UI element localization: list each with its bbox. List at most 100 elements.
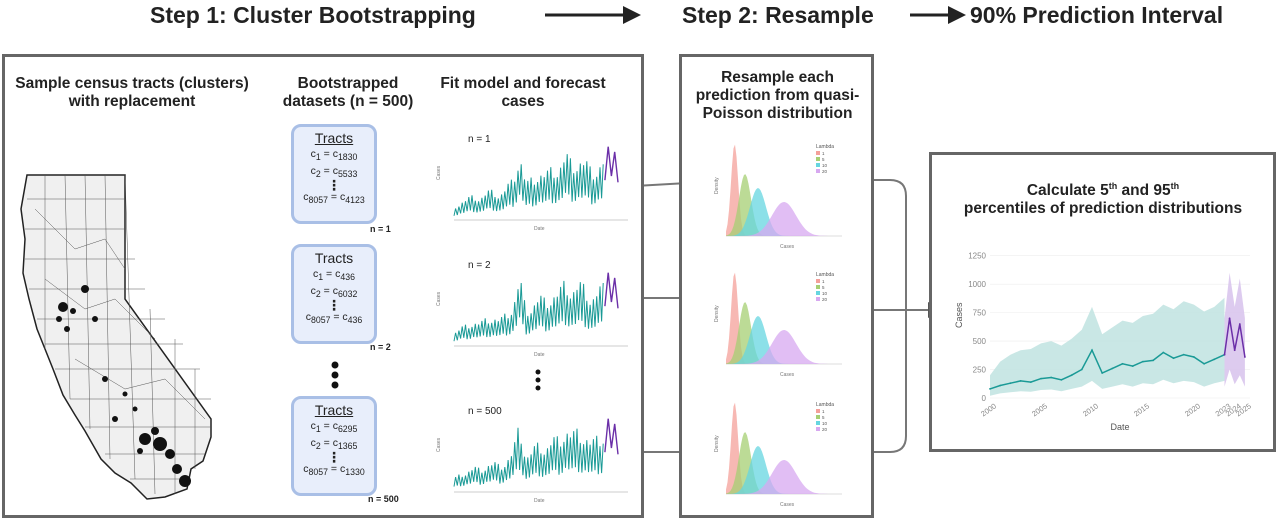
density-legend-title: Lambda xyxy=(816,272,834,278)
mini-chart-xlabel: Date xyxy=(534,498,545,502)
density-legend-title: Lambda xyxy=(816,144,834,150)
step2-title: Step 2: Resample xyxy=(682,2,874,28)
density-legend-swatch xyxy=(816,421,820,425)
mini-chart-xlabel: Date xyxy=(534,352,545,356)
density-legend-label: 5 xyxy=(822,415,825,420)
density-ylabel: Density xyxy=(714,435,720,452)
card-title: Tracts xyxy=(314,130,354,146)
data-point xyxy=(1223,353,1226,356)
density-legend-swatch xyxy=(816,163,820,167)
x-tick-label: 2020 xyxy=(1183,401,1202,418)
density-legend-label: 10 xyxy=(822,163,828,168)
density-legend-label: 5 xyxy=(822,157,825,162)
data-point xyxy=(1111,367,1114,370)
prediction-interval-band xyxy=(1224,272,1245,387)
data-point xyxy=(989,388,991,390)
data-point xyxy=(1142,360,1144,363)
density-legend-swatch xyxy=(816,297,820,301)
prediction-interval-band xyxy=(990,297,1225,396)
density-legend-swatch xyxy=(816,169,820,173)
density-legend-label: 10 xyxy=(822,291,828,296)
bootstrap-card-1: Tracts c1 = c1830 c2 = c5533 ⋮ c8057 = c… xyxy=(291,124,377,224)
density-curve-lambda-10 xyxy=(726,188,842,236)
x-axis-label: Date xyxy=(1110,422,1129,432)
density-legend-swatch xyxy=(816,285,820,289)
step3-title: 90% Prediction Interval xyxy=(970,2,1224,28)
data-point xyxy=(1070,374,1073,377)
card-title: Tracts xyxy=(314,402,354,418)
mini-chart-ylabel: Cases xyxy=(436,165,442,180)
card-3-run-label: n = 500 xyxy=(368,494,399,504)
x-tick-label: 2000 xyxy=(979,401,998,418)
card-ellipsis: ⋮ xyxy=(327,449,341,466)
density-legend-swatch xyxy=(816,157,820,161)
card-row: c8057 = c1330 xyxy=(303,463,365,478)
density-legend-swatch xyxy=(816,409,820,413)
y-tick-label: 1250 xyxy=(968,252,986,261)
mini-chart-history-line xyxy=(453,280,604,342)
density-curve-lambda-20 xyxy=(726,330,842,364)
density-xlabel: Cases xyxy=(780,244,795,250)
density-ellipsis-icon xyxy=(768,364,778,388)
density-legend-label: 20 xyxy=(822,427,828,432)
card-title: Tracts xyxy=(314,250,354,266)
data-point xyxy=(1091,349,1093,352)
mini-chart-forecast-line xyxy=(604,418,619,455)
data-point xyxy=(1040,377,1042,380)
forecast-mini-chart: n = 2 Cases Date xyxy=(436,260,628,356)
density-xlabel: Cases xyxy=(780,372,795,378)
data-point xyxy=(1162,351,1165,354)
mini-chart-xlabel: Date xyxy=(534,226,545,230)
data-point xyxy=(1121,362,1124,365)
density-legend-swatch xyxy=(816,151,820,155)
density-curve-lambda-10 xyxy=(726,446,842,494)
card-row: c1 = c1830 xyxy=(310,148,358,163)
card-row: c8057 = c4123 xyxy=(303,191,365,206)
x-tick-label: 2005 xyxy=(1030,401,1049,418)
california-tract-map-icon xyxy=(20,174,212,500)
y-tick-label: 250 xyxy=(973,366,987,375)
density-curve-lambda-20 xyxy=(726,202,842,236)
y-tick-label: 0 xyxy=(982,394,987,403)
data-point xyxy=(1080,368,1083,371)
step2-panel: Resample each prediction from quasi-Pois… xyxy=(679,54,874,518)
density-legend-label: 1 xyxy=(822,279,825,284)
y-tick-label: 750 xyxy=(973,309,987,318)
data-point xyxy=(1193,356,1195,358)
card-row: c2 = c5533 xyxy=(310,165,358,180)
data-point xyxy=(1228,317,1231,320)
data-point xyxy=(1233,349,1236,352)
bootstrap-card-3: Tracts c1 = c6295 c2 = c1365 ⋮ c8057 = c… xyxy=(291,396,377,496)
y-tick-label: 500 xyxy=(973,337,987,346)
density-ylabel: Density xyxy=(714,305,720,322)
density-legend-label: 20 xyxy=(822,297,828,302)
density-legend-swatch xyxy=(816,415,820,419)
card-ellipsis: ⋮ xyxy=(327,177,341,194)
card-row: c2 = c1365 xyxy=(310,437,358,452)
bootstrap-header: Bootstrapped datasets (n = 500) xyxy=(282,75,414,110)
forecast-mini-chart: n = 500 Cases Date xyxy=(436,406,628,502)
data-point xyxy=(1009,382,1012,385)
density-legend-swatch xyxy=(816,291,820,295)
density-legend-label: 5 xyxy=(822,285,825,290)
density-legend-label: 10 xyxy=(822,421,828,426)
data-point xyxy=(1019,380,1022,382)
density-legend-swatch xyxy=(816,427,820,431)
data-point xyxy=(1029,381,1032,383)
density-bracket xyxy=(889,179,907,453)
density-xlabel: Cases xyxy=(780,502,795,508)
mini-chart-ylabel: Cases xyxy=(436,291,442,306)
y-axis-label: Cases xyxy=(954,302,964,328)
x-tick-label: 2015 xyxy=(1132,401,1151,418)
data-point xyxy=(1244,356,1246,358)
mini-chart-label: n = 2 xyxy=(468,260,491,271)
density-curve-lambda-10 xyxy=(726,316,842,364)
bootstrap-card-2: Tracts c1 = c436 c2 = c6032 ⋮ c8057 = c4… xyxy=(291,244,377,344)
density-legend-label: 1 xyxy=(822,151,825,156)
density-legend-swatch xyxy=(816,279,820,283)
data-point xyxy=(1152,359,1154,362)
